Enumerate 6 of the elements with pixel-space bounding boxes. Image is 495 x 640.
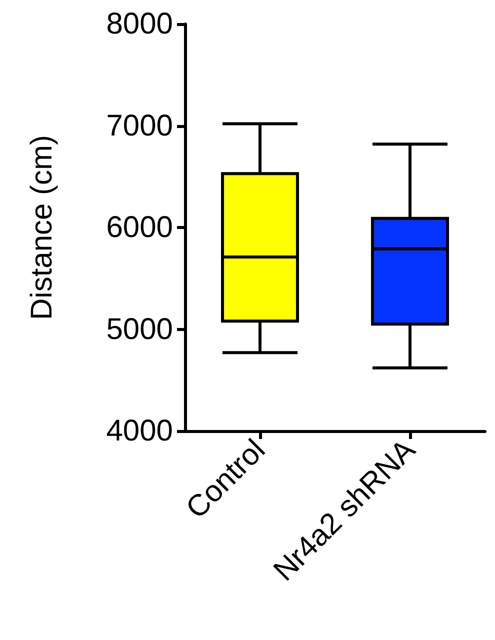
y-tick-label: 8000	[106, 8, 173, 40]
y-tick-label: 5000	[106, 312, 173, 346]
y-tick-label: 4000	[106, 414, 173, 448]
y-tick-label: 6000	[106, 211, 173, 244]
y-tick-label: 7000	[106, 109, 173, 142]
y-axis-title: Distance (cm)	[26, 134, 58, 320]
